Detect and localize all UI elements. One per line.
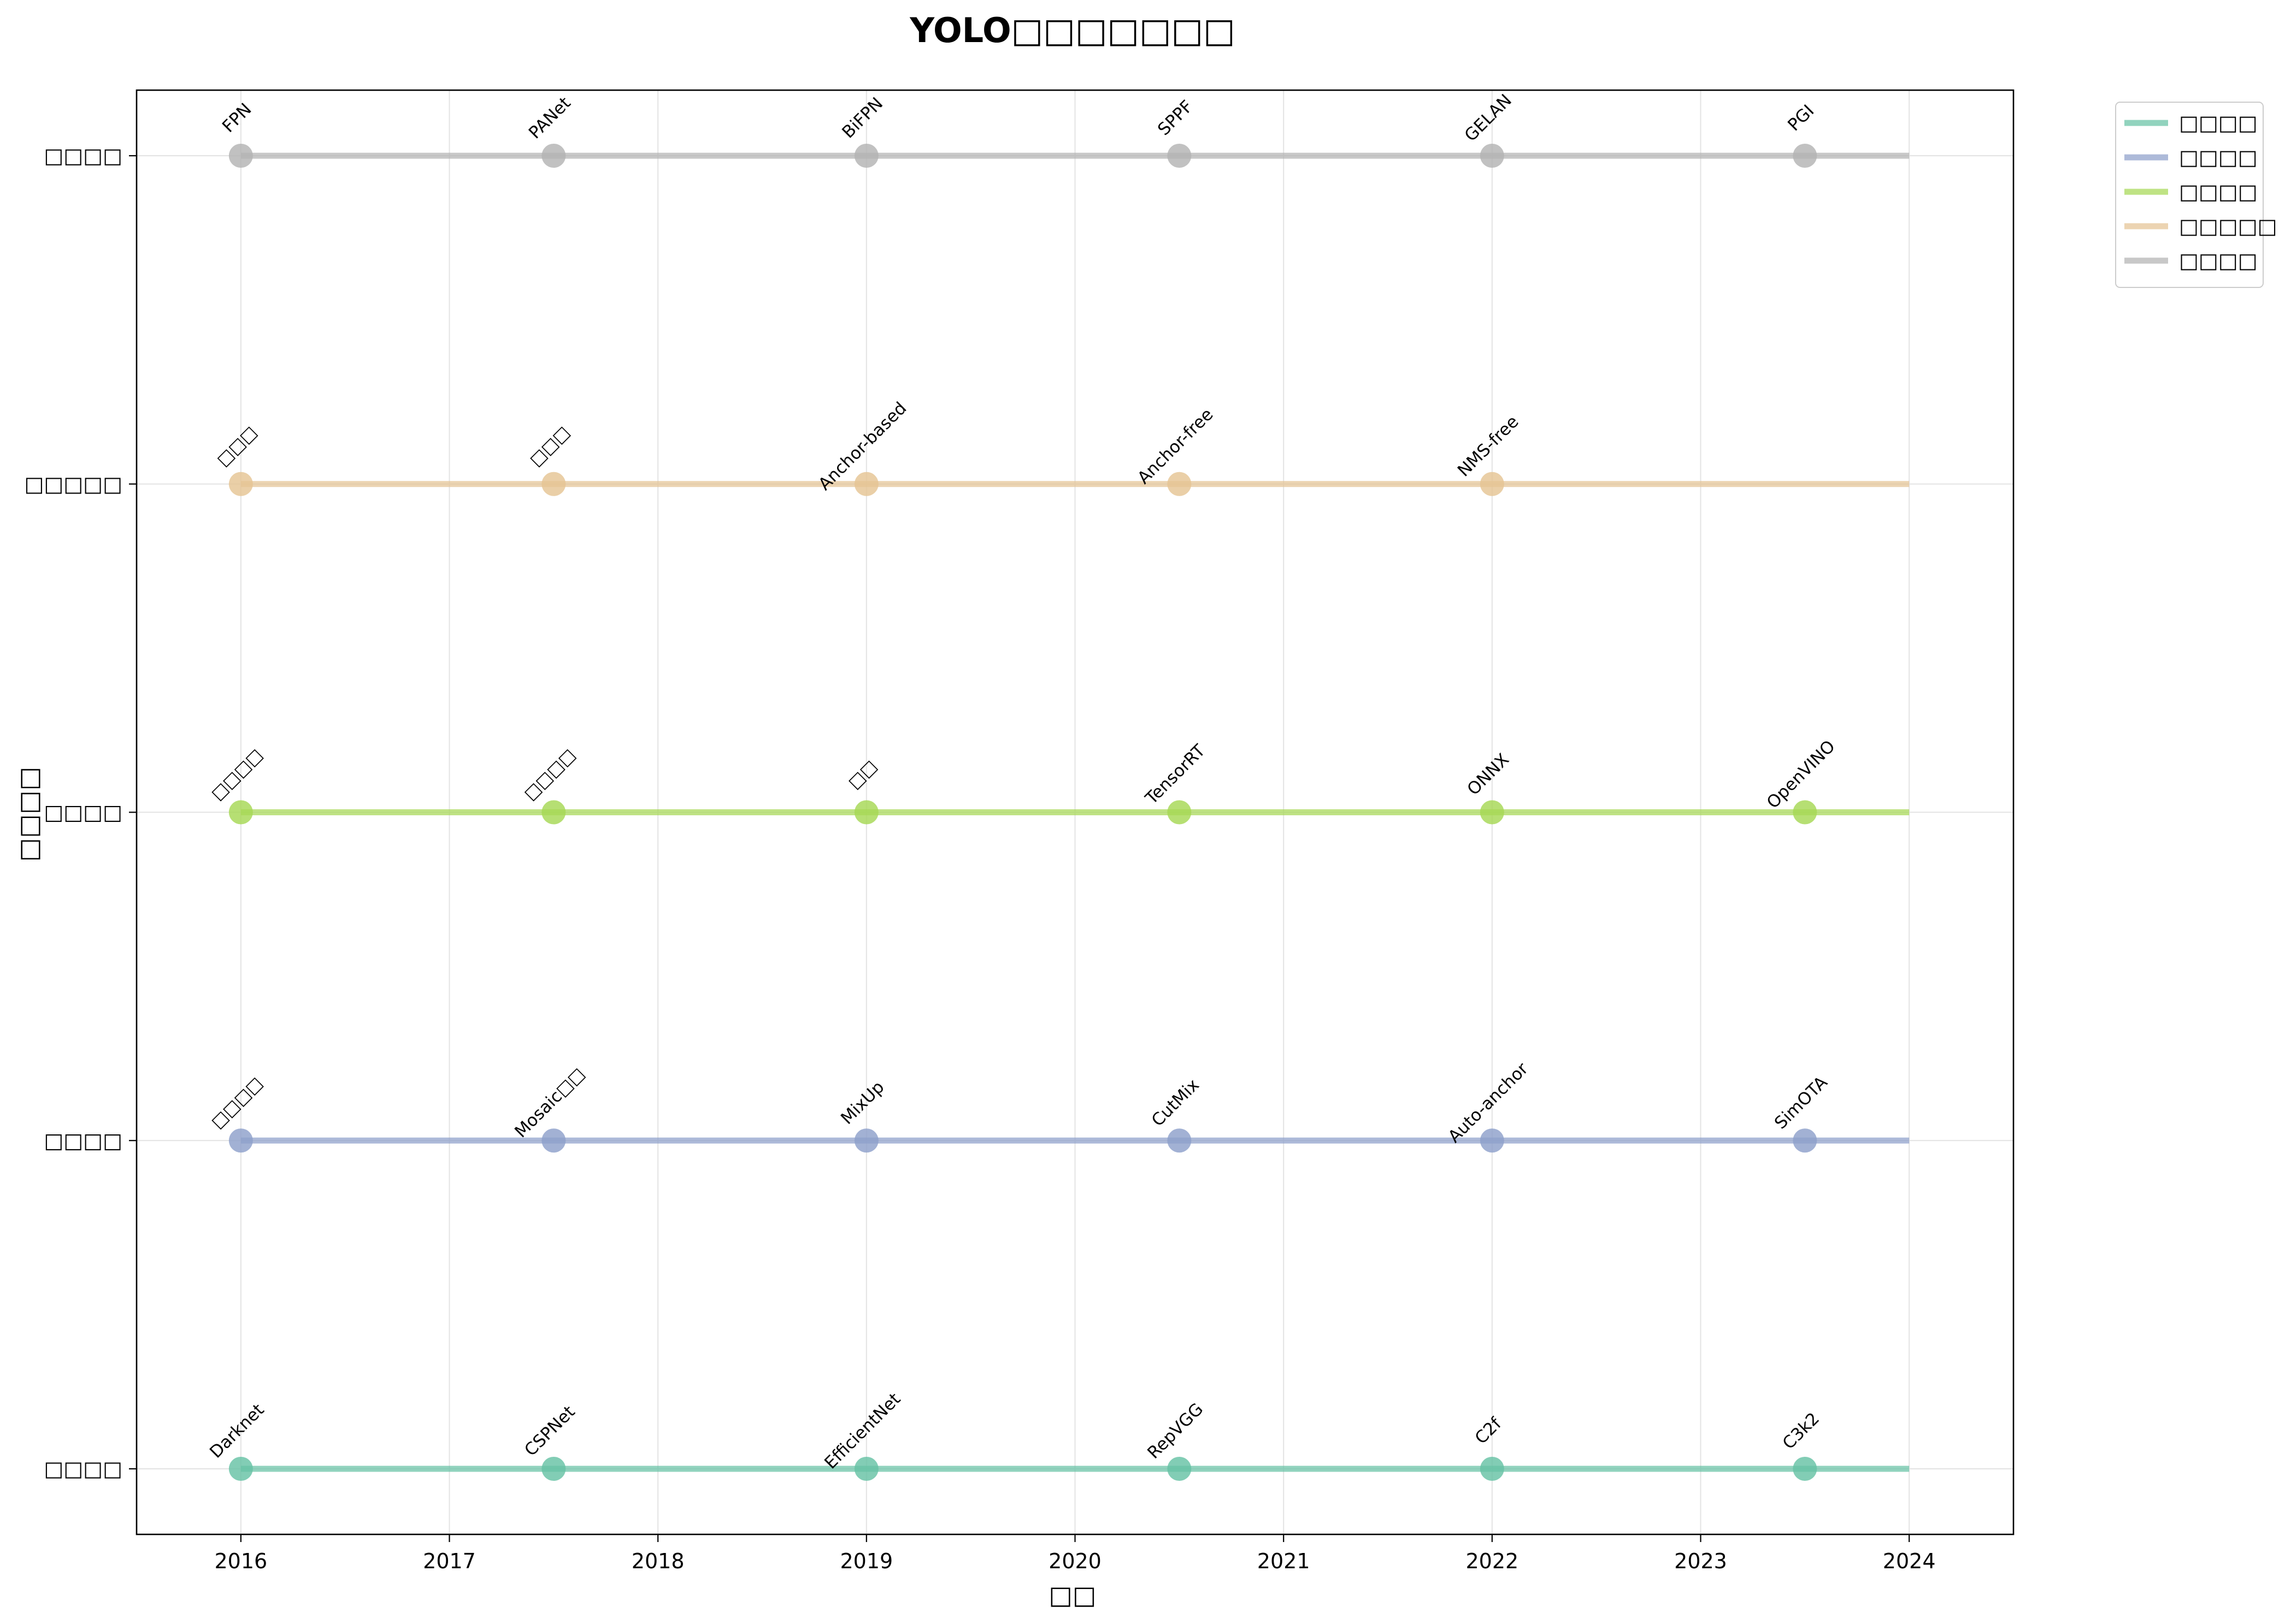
data-point: [1793, 144, 1817, 168]
x-tick-label: 2024: [1883, 1549, 1936, 1573]
legend-entry: □□□□□: [2124, 214, 2277, 238]
data-point: [541, 472, 566, 496]
y-tick-label: □□□□: [44, 801, 122, 825]
data-point: [228, 800, 253, 825]
data-point: [1480, 800, 1504, 825]
data-point: [854, 144, 879, 168]
data-point: [1167, 144, 1192, 168]
x-tick-label: 2018: [632, 1549, 685, 1573]
series-1: [228, 1128, 1910, 1153]
y-tick-label: □□□□□: [24, 472, 122, 496]
x-tick-label: 2022: [1465, 1549, 1518, 1573]
series-4: [228, 144, 1910, 168]
data-point: [228, 1457, 253, 1481]
legend-entry: □□□□: [2124, 145, 2258, 169]
legend-label: □□□□: [2179, 249, 2258, 273]
data-point: [541, 144, 566, 168]
data-point: [541, 800, 566, 825]
data-point: [854, 800, 879, 825]
x-tick-label: 2019: [840, 1549, 893, 1573]
data-point: [854, 1457, 879, 1481]
legend-entry: □□□□: [2124, 111, 2258, 135]
series-3: [228, 472, 1910, 496]
y-tick-label: □□□□: [44, 144, 122, 168]
x-tick-label: 2016: [214, 1549, 267, 1573]
legend-entry: □□□□: [2124, 180, 2258, 204]
legend-label: □□□□: [2179, 111, 2258, 135]
data-point: [541, 1128, 566, 1153]
data-point: [1480, 472, 1504, 496]
data-point: [228, 144, 253, 168]
data-point: [1793, 1457, 1817, 1481]
x-tick-label: 2023: [1674, 1549, 1727, 1573]
data-point: [854, 1128, 879, 1153]
x-tick-label: 2017: [423, 1549, 476, 1573]
legend-label: □□□□□: [2179, 214, 2277, 238]
axes: 2016 2017 2018 2019 2020 2021 2022 2023 2024 □□□□…: [24, 144, 1935, 1573]
x-tick-label: 2021: [1257, 1549, 1310, 1573]
x-axis-label: □□: [1049, 1580, 1097, 1610]
data-point: [1167, 800, 1192, 825]
legend-label: □□□□: [2179, 180, 2258, 204]
data-point: [1480, 144, 1504, 168]
legend-entry: □□□□: [2124, 249, 2258, 273]
chart-title: YOLO□□□□□□□: [909, 10, 1235, 50]
data-point: [854, 472, 879, 496]
data-point: [1167, 1457, 1192, 1481]
y-tick-label: □□□□: [44, 1128, 122, 1152]
legend-box: [2115, 102, 2264, 288]
series-0: [228, 1457, 1910, 1481]
data-point: [228, 472, 253, 496]
y-tick-label: □□□□: [44, 1457, 122, 1481]
data-point: [1480, 1457, 1504, 1481]
series-2: [228, 800, 1910, 825]
series-layer: [228, 144, 1910, 1481]
data-point: [1793, 800, 1817, 825]
data-point: [1480, 1128, 1504, 1153]
legend-label: □□□□: [2179, 145, 2258, 169]
data-point: [1793, 1128, 1817, 1153]
data-point: [541, 1457, 566, 1481]
legend: □□□□□□□□□□□□□□□□□□□□□: [2115, 102, 2277, 288]
data-point: [1167, 472, 1192, 496]
data-point: [1167, 1128, 1192, 1153]
x-tick-label: 2020: [1049, 1549, 1102, 1573]
data-point: [228, 1128, 253, 1153]
y-axis-label: □□□□: [14, 767, 43, 862]
